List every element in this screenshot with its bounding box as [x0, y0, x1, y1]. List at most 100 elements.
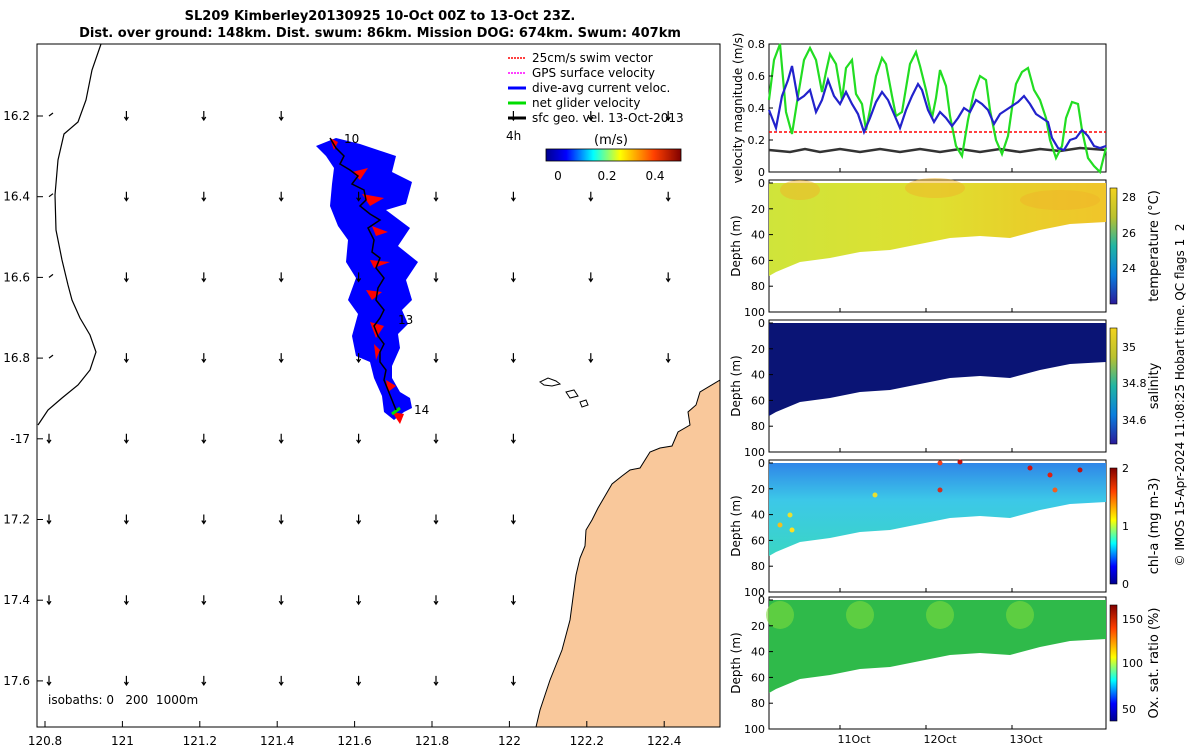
velocity-panel: 0 0.2 0.4 0.6 0.8 velocity magnitude (m/s): [731, 33, 1108, 183]
velocity-arrow: [356, 433, 362, 444]
colorbar-tick-label: 35: [1122, 341, 1136, 354]
depth-axis-label: Depth (m): [729, 632, 743, 693]
velocity-arrow: [510, 514, 516, 525]
day-label: 10: [344, 132, 359, 146]
velocity-arrow: [201, 111, 207, 122]
velocity-arrow: [123, 111, 129, 122]
depth-axis-label: Depth (m): [729, 355, 743, 416]
velocity-arrow: [201, 514, 207, 525]
section-panel-salinity: 0 20 40 60 80 100 Depth (m) 34.6 34.8 35 salinity: [729, 317, 1162, 459]
warm-patch: [905, 178, 965, 198]
velocity-arrow: [588, 272, 594, 283]
credit-text: © IMOS 15-Apr-2024 11:08:25 Hobart time.…: [1173, 224, 1187, 567]
island-2: [565, 389, 579, 399]
velocity-arrow: [510, 272, 516, 283]
velocity-arrow: [510, 353, 516, 364]
depth-tick-label: 0: [758, 594, 765, 607]
isobaths-label: isobaths: 0 200 1000m: [48, 693, 198, 707]
depth-tick-label: 20: [751, 343, 765, 356]
depth-tick-label: 40: [751, 646, 765, 659]
net-glider-velocity-line: [767, 43, 1108, 175]
chla-sample: [787, 512, 793, 518]
time-axis: 11Oct 12Oct 13Oct: [837, 733, 1043, 746]
chla-sample: [1047, 472, 1053, 478]
depth-tick-label: 60: [751, 254, 765, 267]
depth-axis-label: Depth (m): [729, 495, 743, 556]
colorbar-label: chl-a (mg m-3): [1147, 478, 1162, 575]
depth-tick-label: 0: [758, 317, 765, 330]
map-y-tick-label: 17.4: [3, 593, 30, 607]
velocity-arrow: [278, 595, 284, 606]
chla-sample: [1027, 465, 1033, 471]
velocity-arrow: [201, 272, 207, 283]
velocity-arrow: [665, 111, 671, 122]
depth-tick-label: 0: [758, 177, 765, 190]
velocity-arrow: [356, 514, 362, 525]
map-x-tick-label: 121.8: [415, 734, 449, 748]
oxygen-patch: [926, 601, 954, 629]
velocity-arrow: [48, 354, 54, 359]
oxygen-patch: [1006, 601, 1034, 629]
legend-label: GPS surface velocity: [532, 66, 655, 80]
map-x-tick-label: 120.8: [28, 734, 62, 748]
section-colorbar: [1109, 327, 1118, 445]
colorbar-label: temperature (°C): [1147, 190, 1162, 302]
chla-sample: [872, 492, 878, 498]
depth-tick-label: 100: [744, 446, 765, 459]
map-y-tick-label: 16.8: [3, 351, 30, 365]
day-label: 13: [398, 313, 413, 327]
velocity-arrow: [123, 191, 129, 202]
island-1: [539, 377, 562, 387]
velocity-arrow: [356, 353, 362, 364]
glider-track: [329, 137, 397, 411]
velocity-arrow: [356, 272, 362, 283]
depth-tick-label: 60: [751, 534, 765, 547]
velocity-arrow: [48, 112, 54, 117]
map-frame: [36, 43, 721, 728]
velocity-arrow: [201, 595, 207, 606]
legend-label: sfc geo. vel. 13-Oct-2013: [532, 111, 684, 125]
chla-sample: [789, 527, 795, 533]
map-x-tick-label: 121.6: [337, 734, 371, 748]
velocity-arrow: [356, 675, 362, 686]
depth-axis-label: Depth (m): [729, 215, 743, 276]
section-colorbar: [1109, 604, 1118, 722]
map-panel: 10 13 14 120.8 121 121.2 121.4 121.6 121.8 122…: [3, 43, 721, 748]
velocity-arrow: [433, 595, 439, 606]
velocity-arrow: [201, 675, 207, 686]
colorbar-tick: 0: [554, 169, 562, 183]
colorbar-tick-label: 26: [1122, 227, 1136, 240]
velocity-arrow: [588, 111, 594, 122]
sfc-geo-velocity-line: [768, 146, 1107, 154]
velocity-arrow: [201, 433, 207, 444]
colorbar-tick-label: 150: [1122, 613, 1143, 626]
velocity-arrow: [433, 191, 439, 202]
colorbar-unit: (m/s): [594, 133, 628, 148]
dive-avg-current-line: [767, 65, 1107, 152]
velocity-arrow: [588, 353, 594, 364]
colorbar-tick: 0.4: [645, 169, 664, 183]
depth-tick-label: 80: [751, 697, 765, 710]
net-velocity-segment: [391, 406, 401, 416]
map-x-tick-label: 122: [498, 734, 521, 748]
chla-sample: [1052, 487, 1058, 493]
section-colorbar: [1109, 467, 1118, 585]
map-x-axis: 120.8 121 121.2 121.4 121.6 121.8 122 122.2 122.…: [28, 721, 681, 748]
surface-velocity-arrows: [46, 111, 671, 686]
chla-sample: [1077, 467, 1083, 473]
velocity-arrow: [46, 514, 52, 525]
colorbar-gradient: [545, 148, 682, 162]
time-tick-label: 12Oct: [923, 733, 957, 746]
velocity-arrow: [433, 514, 439, 525]
depth-tick-label: 40: [751, 369, 765, 382]
map-y-tick-label: 17.6: [3, 674, 30, 688]
depth-tick-label: 40: [751, 509, 765, 522]
velocity-arrow: [201, 191, 207, 202]
velocity-arrow: [356, 595, 362, 606]
colorbar-tick-label: 2: [1122, 462, 1129, 475]
depth-tick-label: 20: [751, 620, 765, 633]
velocity-arrow: [510, 595, 516, 606]
map-y-tick-label: -17: [10, 432, 30, 446]
